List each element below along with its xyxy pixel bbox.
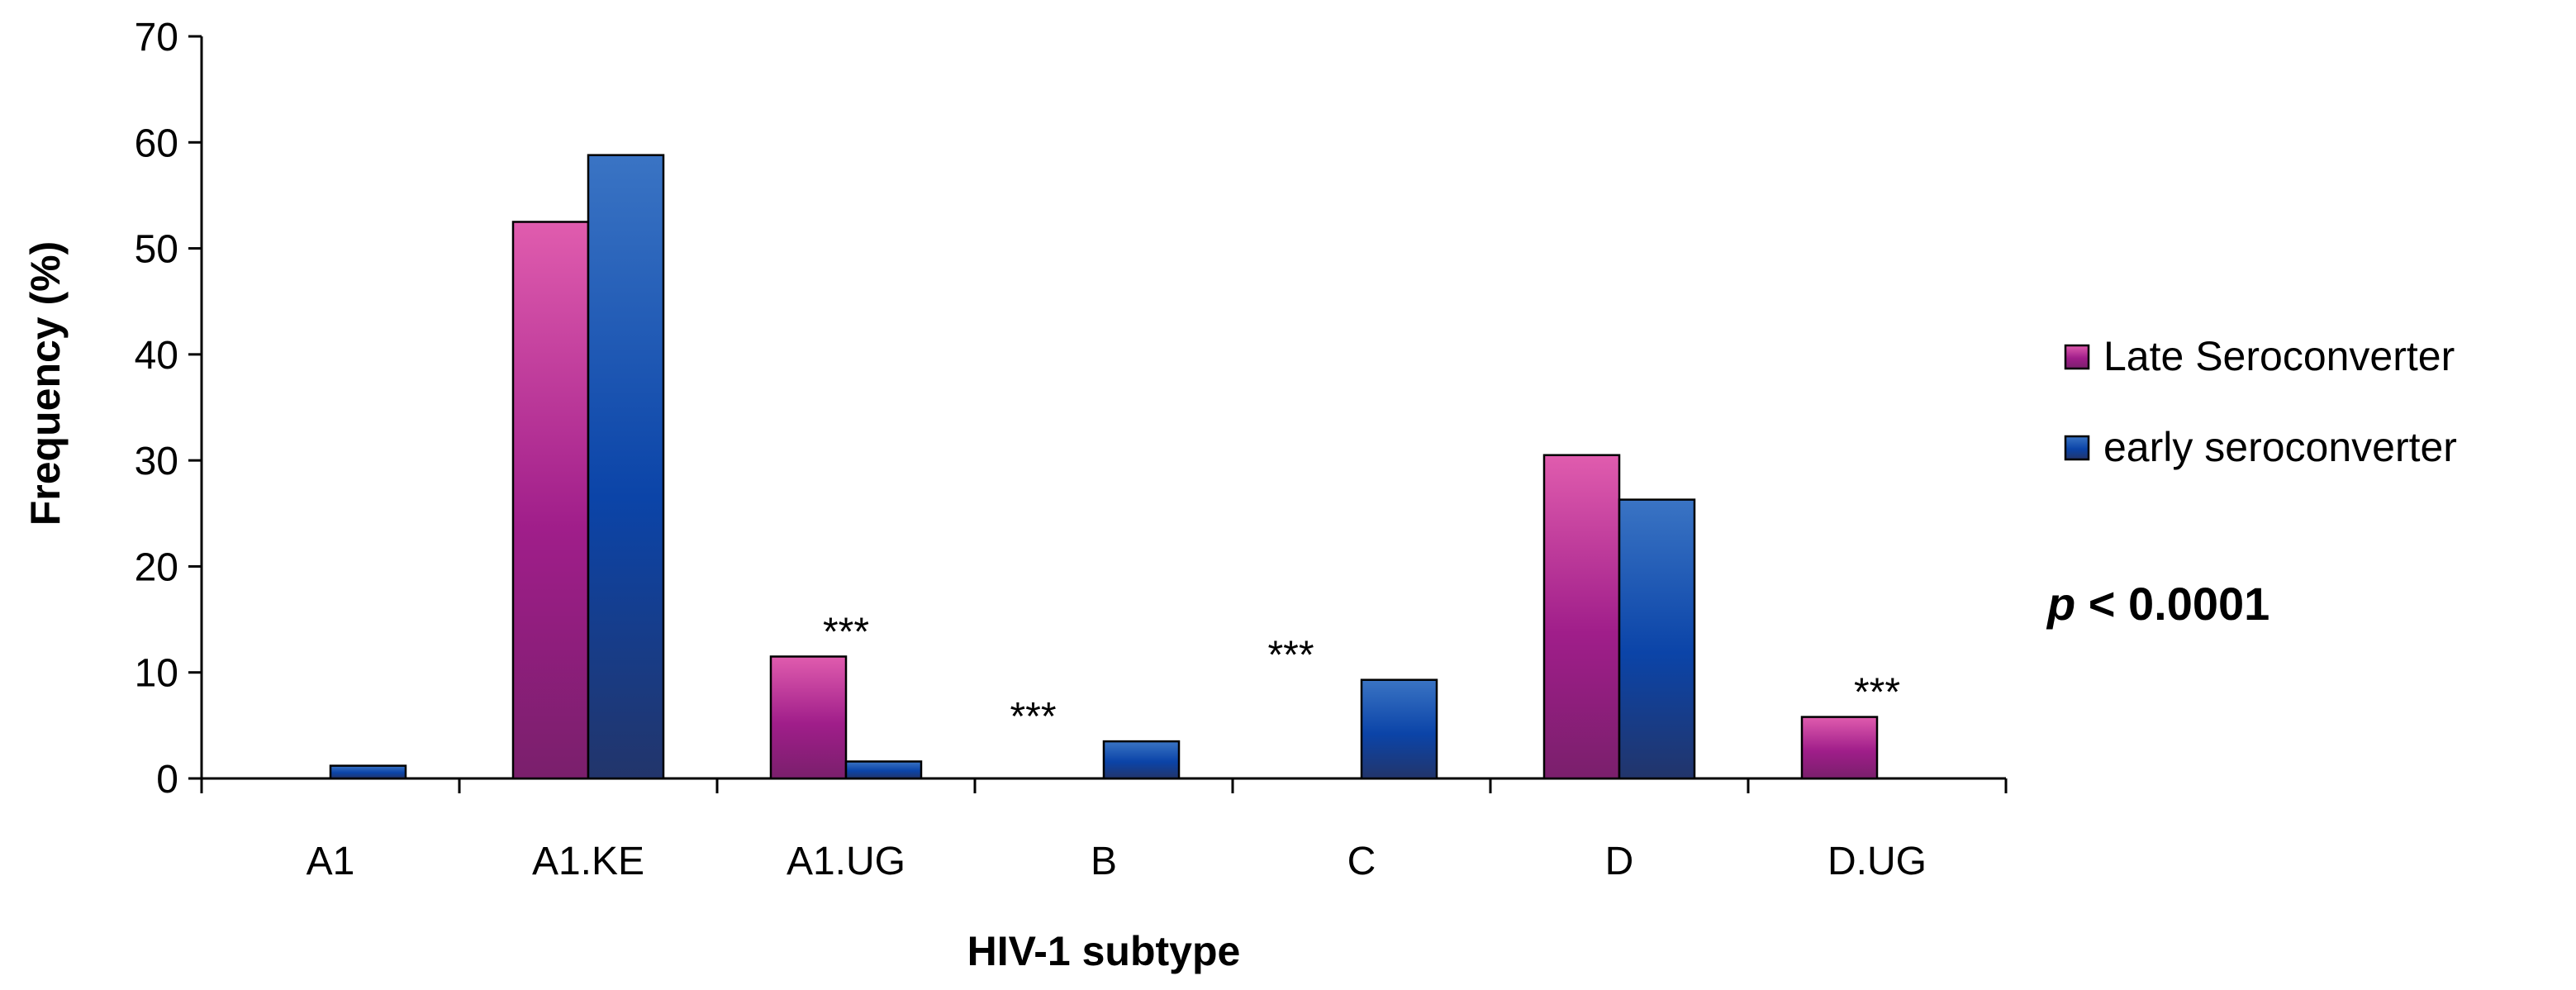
y-tick-label-40: 40 xyxy=(135,334,178,378)
significance-mark-d-ug: *** xyxy=(1854,671,1900,715)
bar-early-a1-ke xyxy=(587,154,665,780)
bar-early-a1 xyxy=(329,764,407,780)
legend-label-late: Late Seroconverter xyxy=(2103,333,2455,379)
bar-late-d xyxy=(1542,454,1621,780)
bar-early-b xyxy=(1102,740,1181,780)
y-tick-label-50: 50 xyxy=(135,228,178,272)
x-tick-label-b: B xyxy=(1091,840,1117,883)
y-tick-label-30: 30 xyxy=(135,440,178,483)
x-tick-label-d: D xyxy=(1605,840,1634,883)
p-value: p < 0.0001 xyxy=(2046,578,2269,630)
significance-mark-b: *** xyxy=(1010,695,1056,739)
bars-layer xyxy=(329,154,1879,780)
bar-early-c xyxy=(1360,678,1438,780)
bar-late-a1-ug xyxy=(769,655,848,780)
bar-early-d xyxy=(1618,498,1696,780)
x-axis-title: HIV-1 subtype xyxy=(967,928,1241,974)
legend-swatch-early xyxy=(2064,435,2090,461)
y-tick-label-60: 60 xyxy=(135,121,178,165)
x-tick-label-a1-ug: A1.UG xyxy=(787,840,905,883)
x-tick-label-c: C xyxy=(1347,840,1376,883)
labels-layer: 0 10 20 30 40 50 60 70 A1 A1.KE A1.UG B C D D.UG *** ***… xyxy=(135,16,1927,883)
x-tick-label-d-ug: D.UG xyxy=(1827,840,1927,883)
bar-early-a1-ug xyxy=(844,760,923,780)
significance-mark-c: *** xyxy=(1267,634,1314,678)
significance-mark-a1-ug: *** xyxy=(823,610,869,654)
legend-swatch-late xyxy=(2064,344,2090,370)
p-value-symbol: p xyxy=(2046,578,2075,630)
bar-late-a1-ke xyxy=(511,221,590,780)
legend-label-early: early seroconverter xyxy=(2103,424,2457,470)
y-tick-label-0: 0 xyxy=(156,758,178,802)
axes-layer xyxy=(188,35,2008,793)
y-tick-label-10: 10 xyxy=(135,652,178,696)
y-tick-label-20: 20 xyxy=(135,545,178,589)
legend: Late Seroconverter early seroconverter xyxy=(2064,333,2457,470)
y-axis-title: Frequency (%) xyxy=(22,241,69,526)
x-tick-label-a1-ke: A1.KE xyxy=(532,840,644,883)
bar-late-d-ug xyxy=(1800,716,1879,780)
y-tick-label-70: 70 xyxy=(135,16,178,59)
p-value-text: < 0.0001 xyxy=(2075,578,2269,630)
x-tick-label-a1: A1 xyxy=(307,840,355,883)
